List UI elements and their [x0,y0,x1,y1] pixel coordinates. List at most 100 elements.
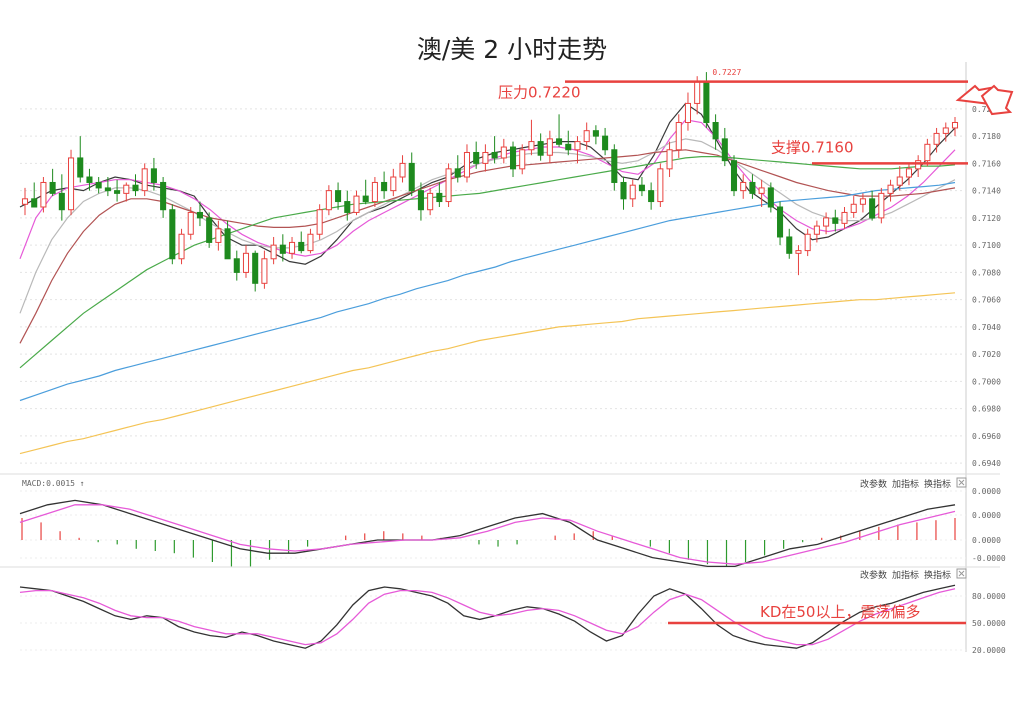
candle-body [574,141,581,151]
candle-body [68,157,75,211]
candle-body [777,206,784,238]
candle-body [215,228,222,243]
candle-body [436,192,443,203]
candle-body [233,258,240,273]
candle-body [528,141,535,151]
support-label: 支撑0.7160 [771,138,854,156]
panel-option-button[interactable]: 改参数 [860,569,887,581]
price-tick-label: 0.6940 [972,459,1001,468]
candle-body [362,195,369,203]
candle-body [878,192,885,219]
candle-body [740,181,747,192]
candle-body [196,211,203,219]
candle-body [31,198,38,208]
macd-tick-label: 0.0000 [972,536,1001,545]
price-tick-label: 0.7200 [972,105,1001,114]
candle-body [178,233,185,260]
candle-body [288,241,296,254]
candle-body [730,160,738,192]
candle-body [924,143,931,162]
candle-body [417,190,424,211]
candle-body [611,149,618,183]
candle-body [500,146,507,159]
kd-tick-label: 80.0000 [972,592,1006,601]
candle-body [307,233,314,252]
candle-body [813,225,820,235]
candle-body [537,141,544,156]
panel-option-button[interactable]: 加指标 [892,569,919,581]
candle-body [95,181,102,189]
macd-dif-line [19,499,956,568]
kd-tick-label: 20.0000 [972,646,1006,655]
candle-body [629,184,636,200]
candle-body [712,122,719,140]
candle-body [77,157,84,178]
candle-body [859,198,866,205]
price-tick-label: 0.7160 [972,159,1001,168]
panel-option-button[interactable]: 改参数 [860,478,887,490]
candle-body [758,187,765,194]
candle-body [390,176,397,192]
candle-body [132,184,139,192]
candle-body [850,203,857,213]
candle-body [565,143,572,151]
candle-body [187,211,194,235]
moving-average-line [19,292,956,455]
candle-body [40,181,47,208]
panel-option-button[interactable]: 加指标 [892,478,919,490]
candle-body [638,184,645,192]
candle-body [344,201,351,213]
candle-body [832,217,839,224]
macd-dea-line [19,504,956,565]
candle-body [381,181,388,192]
candle-body [749,181,756,194]
candle-body [915,160,922,170]
candle-body [463,151,471,178]
candle-body [169,209,176,260]
candle-body [905,168,912,178]
candle-body [482,151,489,164]
candle-body [252,252,259,284]
candle-body [823,217,830,227]
candle-body [160,181,167,211]
panel-option-button[interactable]: 换指标 [924,478,951,490]
candle-body [21,198,29,205]
price-tick-label: 0.6960 [972,432,1001,441]
candle-body [620,181,627,200]
panel-option-button[interactable]: 换指标 [924,569,951,581]
candle-body [509,146,517,170]
price-tick-label: 0.7080 [972,268,1001,277]
candle-body [399,162,406,178]
candle-body [703,81,710,124]
candle-body [270,244,277,260]
price-tick-label: 0.7000 [972,377,1001,386]
close-icon-mark [958,570,965,577]
price-tick-label: 0.7120 [972,214,1001,223]
macd-tick-label: -0.0000 [972,554,1006,563]
candle-body [583,130,590,143]
candle-body [335,190,342,203]
candle-body [804,233,811,252]
candle-body [261,258,268,284]
candle-body [206,217,213,243]
candle-body [371,181,378,203]
candle-body [648,190,655,203]
candle-body [795,250,802,254]
candle-body [353,195,360,213]
candle-body [473,151,480,164]
candle-body [675,122,682,151]
candle-body [841,211,848,224]
candle-body [933,132,940,145]
price-tick-label: 0.6980 [972,405,1001,414]
price-tick-label: 0.7100 [972,241,1001,250]
candle-body [427,192,434,211]
candle-body [491,151,498,159]
kd-k-line [19,584,956,649]
candle-body [657,168,664,203]
candle-body [592,130,599,137]
candle-body [454,168,461,178]
resistance-label: 压力0.7220 [498,84,581,102]
candle-body [141,168,148,192]
candle-body [86,176,93,183]
